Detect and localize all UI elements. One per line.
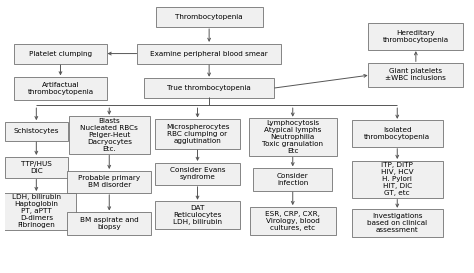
FancyBboxPatch shape <box>155 201 240 230</box>
Text: Artifactual
thrombocytopenia: Artifactual thrombocytopenia <box>27 82 93 95</box>
Text: Thrombocytopenia: Thrombocytopenia <box>175 14 243 20</box>
Text: True thrombocytopenia: True thrombocytopenia <box>167 85 251 91</box>
Text: Consider Evans
syndrome: Consider Evans syndrome <box>170 167 225 180</box>
Text: Platelet clumping: Platelet clumping <box>29 51 92 57</box>
Text: Schistocytes: Schistocytes <box>14 128 59 134</box>
FancyBboxPatch shape <box>144 78 274 98</box>
FancyBboxPatch shape <box>69 117 150 154</box>
FancyBboxPatch shape <box>5 157 68 178</box>
FancyBboxPatch shape <box>155 119 240 149</box>
Text: DAT
Reticulocytes
LDH, bilirubin: DAT Reticulocytes LDH, bilirubin <box>173 205 222 225</box>
FancyBboxPatch shape <box>67 212 151 235</box>
FancyBboxPatch shape <box>0 193 76 230</box>
Text: Consider
infection: Consider infection <box>277 173 309 186</box>
FancyBboxPatch shape <box>155 163 240 185</box>
Text: Giant platelets
±WBC inclusions: Giant platelets ±WBC inclusions <box>385 69 447 81</box>
FancyBboxPatch shape <box>368 63 464 87</box>
Text: Blasts
Nucleated RBCs
Pelger-Heut
Dacryocytes
Etc.: Blasts Nucleated RBCs Pelger-Heut Dacryo… <box>80 118 138 152</box>
FancyBboxPatch shape <box>155 7 263 28</box>
Text: ESR, CRP, CXR,
Virology, blood
cultures, etc: ESR, CRP, CXR, Virology, blood cultures,… <box>265 211 320 231</box>
FancyBboxPatch shape <box>368 23 464 50</box>
FancyBboxPatch shape <box>352 120 443 147</box>
Text: Investigations
based on clinical
assessment: Investigations based on clinical assessm… <box>367 213 428 233</box>
Text: BM aspirate and
biopsy: BM aspirate and biopsy <box>80 217 138 230</box>
Text: Lymphocytosis
Atypical lymphs
Neutrophilia
Toxic granulation
Etc: Lymphocytosis Atypical lymphs Neutrophil… <box>262 120 323 154</box>
FancyBboxPatch shape <box>137 43 281 64</box>
FancyBboxPatch shape <box>5 122 68 141</box>
Text: Hereditary
thrombocytopenia: Hereditary thrombocytopenia <box>383 30 449 43</box>
Text: ITP, DITP
HIV, HCV
H. Pylori
HIT, DIC
GT, etc: ITP, DITP HIV, HCV H. Pylori HIT, DIC GT… <box>381 162 414 196</box>
Text: LDH, bilirubin
Haptoglobin
PT, aPTT
D-dimers
Fibrinogen: LDH, bilirubin Haptoglobin PT, aPTT D-di… <box>12 194 61 229</box>
FancyBboxPatch shape <box>253 168 332 191</box>
Text: Microspherocytes
RBC clumping or
agglutination: Microspherocytes RBC clumping or aggluti… <box>166 124 229 144</box>
FancyBboxPatch shape <box>352 209 443 238</box>
FancyBboxPatch shape <box>248 118 337 156</box>
FancyBboxPatch shape <box>14 77 107 100</box>
FancyBboxPatch shape <box>67 171 151 193</box>
Text: Probable primary
BM disorder: Probable primary BM disorder <box>78 176 140 188</box>
Text: Isolated
thrombocytopenia: Isolated thrombocytopenia <box>364 127 430 140</box>
Text: Examine peripheral blood smear: Examine peripheral blood smear <box>150 51 268 57</box>
Text: TTP/HUS
DIC: TTP/HUS DIC <box>21 161 52 174</box>
FancyBboxPatch shape <box>250 207 336 235</box>
FancyBboxPatch shape <box>352 161 443 198</box>
FancyBboxPatch shape <box>14 43 107 64</box>
